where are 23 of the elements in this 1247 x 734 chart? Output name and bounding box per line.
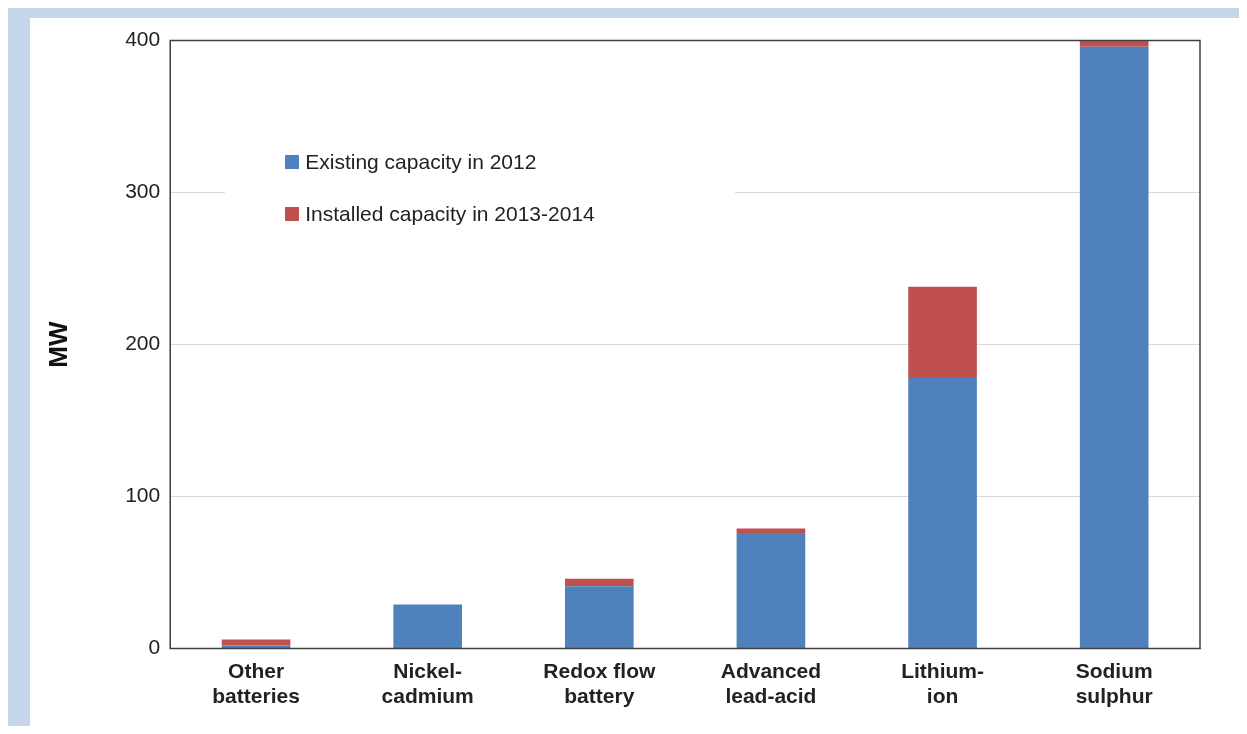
x-tick-label: Nickel- cadmium — [381, 659, 474, 708]
x-tick-label: Redox flow battery — [543, 659, 656, 708]
y-tick-label: 200 — [125, 331, 161, 355]
x-tick-label: Advanced lead-acid — [720, 659, 822, 708]
bar — [564, 578, 634, 587]
legend-label: Installed capacity in 2013-2014 — [305, 201, 595, 226]
bar — [736, 533, 806, 649]
legend-label: Existing capacity in 2012 — [305, 149, 537, 174]
bar — [1079, 40, 1149, 47]
bar — [393, 604, 462, 649]
x-tick-label: Lithium- ion — [901, 659, 984, 708]
y-tick-label: 0 — [148, 635, 161, 659]
bar — [564, 586, 634, 649]
y-axis-title: MW — [42, 321, 73, 368]
y-tick-label: 300 — [125, 179, 161, 203]
bar — [908, 378, 977, 649]
x-tick-label: Other batteries — [212, 659, 300, 708]
bar — [908, 286, 977, 379]
bar — [1079, 46, 1149, 649]
bar — [221, 639, 291, 646]
y-tick-label: 100 — [125, 483, 161, 507]
y-tick-label: 400 — [125, 27, 161, 51]
x-tick-label: Sodium sulphur — [1075, 659, 1153, 708]
